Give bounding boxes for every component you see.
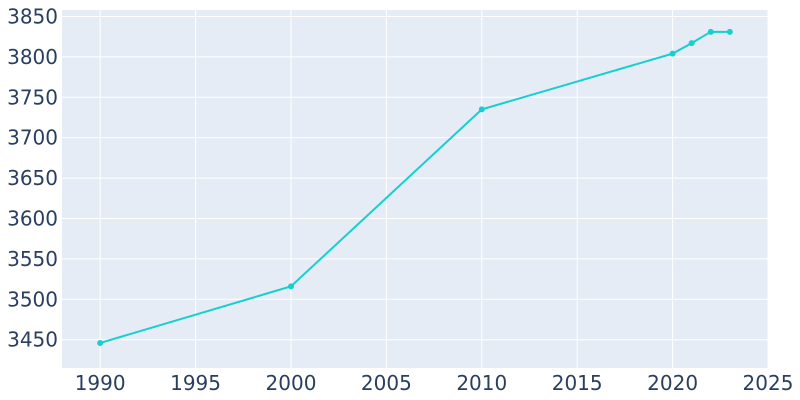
y-tick-label: 3650 bbox=[7, 166, 58, 190]
x-tick-label: 2025 bbox=[743, 371, 794, 395]
x-tick-label: 2010 bbox=[456, 371, 507, 395]
x-axis-tick-labels: 1990 1995 2000 2005 2010 2015 2020 2025 bbox=[75, 371, 794, 395]
y-axis-tick-labels: 3450 3500 3550 3600 3650 3700 3750 3800 3850 bbox=[7, 4, 58, 351]
x-tick-label: 2015 bbox=[552, 371, 603, 395]
plot-background bbox=[62, 10, 768, 368]
y-tick-label: 3450 bbox=[7, 328, 58, 352]
data-point bbox=[688, 40, 695, 47]
x-tick-label: 2020 bbox=[647, 371, 698, 395]
data-point bbox=[707, 28, 714, 35]
x-tick-label: 1990 bbox=[75, 371, 126, 395]
data-point bbox=[726, 28, 733, 35]
y-tick-label: 3750 bbox=[7, 85, 58, 109]
x-tick-label: 1995 bbox=[170, 371, 221, 395]
y-tick-label: 3800 bbox=[7, 45, 58, 69]
y-tick-label: 3700 bbox=[7, 126, 58, 150]
data-points bbox=[97, 28, 733, 346]
y-tick-label: 3850 bbox=[7, 4, 58, 28]
x-tick-label: 2000 bbox=[266, 371, 317, 395]
data-point bbox=[97, 339, 104, 346]
x-tick-label: 2005 bbox=[361, 371, 412, 395]
y-tick-label: 3600 bbox=[7, 206, 58, 230]
data-point bbox=[478, 106, 485, 113]
grid-lines bbox=[62, 10, 769, 368]
data-point bbox=[287, 283, 294, 290]
y-tick-label: 3550 bbox=[7, 247, 58, 271]
data-point bbox=[669, 50, 676, 57]
y-tick-label: 3500 bbox=[7, 287, 58, 311]
